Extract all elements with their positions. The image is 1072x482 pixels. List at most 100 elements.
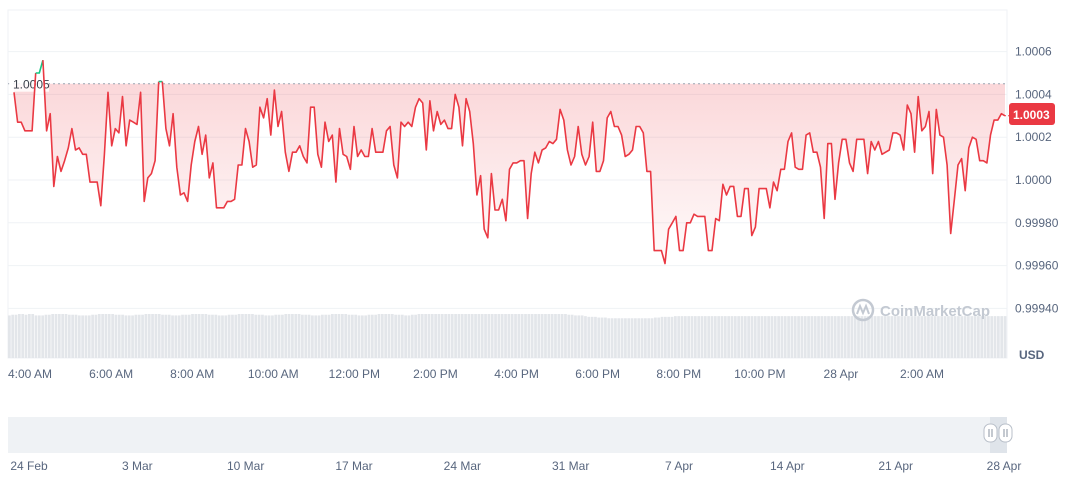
volume-bar [77,315,81,358]
volume-bar [14,314,18,358]
volume-bar [204,314,208,358]
volume-bar [800,316,804,358]
volume-bar [554,314,557,358]
volume-bar [587,316,591,358]
volume-bar [490,314,494,358]
volume-bar [897,316,900,358]
volume-bar [760,316,764,358]
volume-bar [380,314,384,358]
volume-bar [460,314,464,358]
volume-bar [654,317,657,358]
volume-bars [8,314,1007,358]
volume-bar [267,315,271,358]
range-navigator[interactable] [8,417,1013,453]
volume-bar [590,316,594,358]
volume-bar [953,316,957,358]
volume-bar [504,314,507,358]
volume-bar [690,316,694,358]
volume-bar [713,316,717,358]
x-tick-label: 6:00 AM [89,367,133,381]
price-line [161,81,1006,265]
volume-bar [910,316,914,358]
volume-bar [137,314,141,358]
volume-bar [400,314,404,358]
volume-bar [527,314,531,358]
volume-bar [480,314,484,358]
volume-bar [617,318,621,358]
volume-bar [494,314,497,358]
volume-bar [207,314,211,358]
volume-bar [763,316,767,358]
volume-bar [314,315,318,358]
volume-bar [950,316,954,358]
volume-bar [104,314,108,358]
current-price-tag: 1.0003 [1009,103,1055,125]
volume-bar [211,314,214,358]
volume-bar [860,316,864,358]
volume-bar [464,314,467,358]
volume-bar [51,314,55,358]
navigator-tick-label: 28 Apr [987,459,1022,473]
volume-bar [11,314,15,358]
volume-bar [557,314,561,358]
volume-bar [281,314,284,358]
volume-bar [857,316,860,358]
volume-bar [1003,316,1007,358]
volume-bar [131,315,134,358]
volume-bar [574,315,577,358]
volume-bar [277,314,281,358]
volume-bar [321,314,324,358]
volume-bar [227,314,231,358]
volume-bar [257,314,261,358]
volume-bar [610,318,614,358]
volume-bar [297,314,301,358]
volume-bar [467,314,471,358]
volume-bar [903,316,907,358]
navigator-tick-label: 10 Mar [227,459,264,473]
volume-bar [780,316,784,358]
volume-bar [990,316,994,358]
reference-line-group: 1.0005 [8,76,1007,92]
volume-bar [317,315,321,358]
volume-bar [620,318,624,358]
volume-bar [820,316,824,358]
volume-bar [107,314,111,358]
volume-bar [597,317,601,358]
volume-bar [837,316,840,358]
volume-bar [767,316,770,358]
volume-bar [151,314,154,358]
volume-bar [500,314,504,358]
volume-bar [677,316,681,358]
volume-bar [364,315,368,358]
volume-bar [614,318,617,358]
volume-bar [311,315,314,358]
volume-bar [27,314,31,358]
volume-bar [307,314,311,358]
volume-bar [487,314,491,358]
volume-bar [957,316,960,358]
volume-bar [440,314,444,358]
navigator-track [8,417,1007,453]
volume-bar [880,316,884,358]
volume-bar [221,315,224,358]
volume-bar [274,314,278,358]
navigator-handle-left[interactable] [983,423,998,443]
volume-bar [44,314,48,358]
navigator-handle-right[interactable] [998,423,1013,443]
volume-bar [61,314,65,358]
volume-bar [74,314,78,358]
volume-bar [973,316,977,358]
volume-bar [514,314,517,358]
volume-bar [520,314,524,358]
volume-bar [147,314,151,358]
volume-bar [47,314,51,358]
volume-bar [271,315,274,358]
volume-bar [783,316,787,358]
volume-bar [960,316,964,358]
volume-bar [177,315,181,358]
volume-bar [187,314,191,358]
coinmarketcap-logo-icon [851,298,875,322]
volume-bar [191,314,194,358]
volume-bar [943,316,947,358]
